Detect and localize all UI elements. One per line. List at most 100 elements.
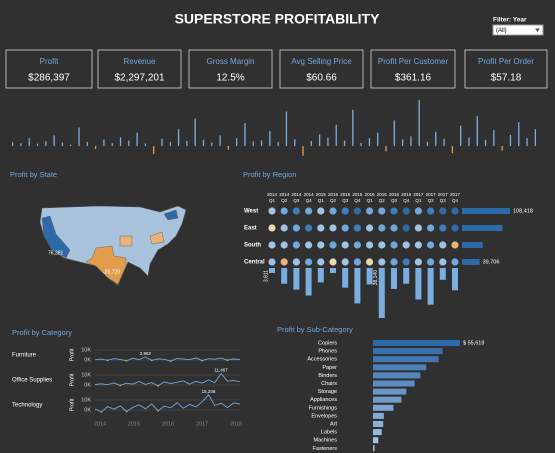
sub-category-label: Paper bbox=[322, 365, 337, 371]
region-dot bbox=[378, 224, 386, 232]
timeline-bar bbox=[244, 123, 246, 146]
timeline-bar bbox=[509, 134, 512, 146]
negative-point bbox=[169, 360, 172, 363]
timeline-bar bbox=[343, 140, 346, 146]
column-year: 2016 bbox=[377, 192, 388, 197]
region-dot bbox=[341, 207, 349, 215]
column-year: 2016 bbox=[401, 192, 412, 197]
map-label: -25,729 bbox=[103, 269, 120, 275]
filter-dropdown[interactable] bbox=[492, 24, 544, 36]
region-dot bbox=[317, 241, 325, 249]
timeline-bar bbox=[169, 142, 171, 146]
timeline-bar bbox=[277, 142, 279, 146]
category-label: Office Supplies bbox=[12, 378, 52, 384]
column-quarter: Q1 bbox=[415, 198, 422, 203]
quarter-bar bbox=[403, 268, 410, 284]
region-dot bbox=[366, 258, 374, 266]
region-dot bbox=[451, 258, 459, 266]
region-dot bbox=[280, 258, 288, 266]
timeline-bar bbox=[45, 141, 47, 146]
region-dot bbox=[439, 258, 447, 266]
filter-value[interactable]: (All) bbox=[496, 28, 507, 34]
section-title: Profit by Sub-Category bbox=[277, 325, 353, 334]
axis-label: Profit bbox=[69, 398, 75, 411]
sub-category-bar bbox=[373, 396, 402, 403]
sub-category-label: Phones bbox=[318, 349, 337, 355]
region-dot bbox=[305, 258, 313, 266]
kpi-card bbox=[188, 49, 273, 89]
region-dot bbox=[317, 258, 325, 266]
section-title: Profit by Region bbox=[243, 170, 296, 179]
region-dot bbox=[390, 224, 398, 232]
region-total-bar bbox=[462, 208, 510, 214]
kpi-label: Profit bbox=[40, 57, 59, 66]
timeline-bar bbox=[111, 143, 113, 146]
region-dot bbox=[427, 241, 435, 249]
x-tick-label: 2018 bbox=[230, 421, 242, 427]
y-tick-label: 10K bbox=[81, 347, 91, 353]
kpi-label: Avg Selling Price bbox=[291, 57, 352, 66]
region-dot bbox=[451, 241, 459, 249]
x-tick-label: 2014 bbox=[94, 421, 106, 427]
quarter-bar bbox=[427, 268, 434, 305]
region-dot bbox=[280, 224, 288, 232]
kpi-value: $2,297,201 bbox=[114, 73, 164, 84]
kpi-value: $286,397 bbox=[28, 73, 70, 84]
quarter-bar bbox=[452, 268, 458, 291]
timeline-bar bbox=[153, 146, 155, 154]
sub-category-bar bbox=[373, 348, 443, 355]
region-label: Central bbox=[244, 260, 265, 266]
negative-point bbox=[201, 359, 204, 362]
region-dot bbox=[378, 207, 386, 215]
timeline-bar bbox=[28, 138, 30, 146]
region-dot bbox=[268, 224, 276, 232]
region-dot bbox=[292, 241, 300, 249]
column-quarter: Q2 bbox=[330, 198, 337, 203]
kpi-label: Gross Margin bbox=[206, 57, 254, 66]
negative-point bbox=[226, 359, 229, 362]
column-quarter: Q3 bbox=[293, 198, 300, 203]
sub-category-label: Chairs bbox=[321, 381, 337, 387]
sub-category-bar bbox=[373, 412, 384, 419]
timeline-bar bbox=[78, 127, 80, 146]
region-dot bbox=[305, 241, 313, 249]
region-dot bbox=[366, 224, 374, 232]
filter-label: Filter: Year bbox=[493, 17, 527, 24]
region-dot bbox=[439, 207, 447, 215]
column-quarter: Q3 bbox=[342, 198, 349, 203]
timeline-bar bbox=[177, 129, 180, 146]
sub-category-label: Accessories bbox=[307, 357, 337, 363]
timeline-bar bbox=[318, 134, 321, 146]
region-dot bbox=[390, 207, 398, 215]
sub-category-label: Labels bbox=[321, 430, 337, 436]
axis-label: Profit bbox=[69, 348, 75, 361]
region-total-label: 108,418 bbox=[513, 208, 533, 214]
y-tick-label: 10K bbox=[81, 397, 91, 403]
region-dot bbox=[402, 207, 410, 215]
kpi-card bbox=[5, 49, 93, 89]
region-dot bbox=[390, 258, 398, 266]
timeline-bar bbox=[119, 137, 122, 146]
sub-category-label: Storage bbox=[318, 389, 337, 395]
timeline-bar bbox=[327, 137, 329, 146]
quarter-bar bbox=[378, 268, 385, 318]
region-dot bbox=[414, 224, 422, 232]
timeline-bar bbox=[61, 142, 64, 146]
column-quarter: Q2 bbox=[281, 198, 288, 203]
dropdown-arrow[interactable] bbox=[535, 28, 540, 33]
timeline-bar bbox=[426, 141, 429, 146]
timeline-bar bbox=[86, 141, 88, 146]
map-label: 76,381 bbox=[48, 250, 64, 256]
quarter-bar bbox=[293, 268, 300, 290]
x-tick-label: 2016 bbox=[162, 421, 174, 427]
timeline-bar bbox=[53, 135, 55, 146]
column-year: 2014 bbox=[267, 192, 278, 197]
region-dot bbox=[353, 207, 361, 215]
timeline-bar bbox=[269, 130, 271, 146]
region-label: South bbox=[244, 243, 261, 249]
state-ohio bbox=[149, 231, 165, 245]
region-dot bbox=[280, 207, 288, 215]
region-dot bbox=[329, 241, 337, 249]
column-quarter: Q3 bbox=[440, 198, 447, 203]
